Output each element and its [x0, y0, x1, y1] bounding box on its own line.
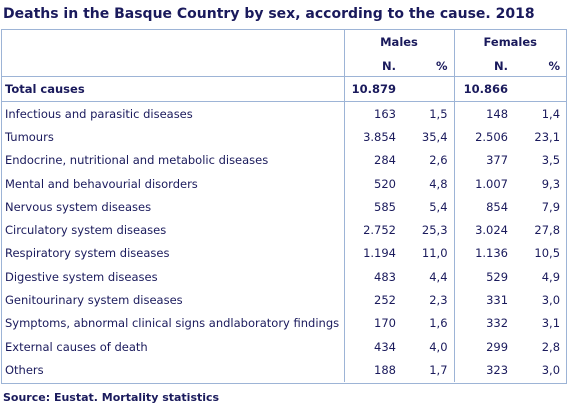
females-pct-cell: 27,8	[534, 223, 561, 238]
cause-label: Respiratory system diseases	[5, 246, 170, 261]
cause-label: Circulatory system diseases	[5, 223, 167, 238]
header-males: Males	[343, 29, 455, 55]
females-pct-cell: 4,9	[541, 269, 561, 284]
table-row: Symptoms, abnormal clinical signs andlab…	[1, 311, 566, 335]
total-row: Total causes 10.879 10.866	[1, 77, 567, 102]
females-pct-cell: 7,9	[541, 199, 561, 214]
cause-label: Infectious and parasitic diseases	[5, 106, 193, 121]
cause-label: Symptoms, abnormal clinical signs andlab…	[5, 316, 340, 331]
subheader-males-n: N.	[343, 55, 402, 77]
males-n-cell: 520	[343, 171, 402, 196]
table-row: Endocrine, nutritional and metabolic dis…	[1, 148, 566, 172]
females-n-cell: 1.136	[453, 241, 515, 266]
total-males-n: 10.879	[343, 77, 402, 102]
males-n-cell: 284	[343, 148, 402, 172]
header-blank	[1, 29, 344, 55]
males-pct-cell: 2,6	[429, 153, 448, 168]
table-row: Nervous system diseases 585 5,4 854 7,9	[1, 195, 566, 219]
total-label: Total causes	[1, 77, 344, 102]
cause-label: Digestive system diseases	[5, 269, 158, 284]
males-n-cell: 483	[343, 265, 402, 289]
females-n-cell: 299	[453, 334, 515, 359]
females-pct-cell: 3,1	[541, 316, 561, 331]
total-males-pct	[402, 77, 455, 102]
males-pct-cell: 1,6	[429, 316, 448, 331]
males-n-cell: 2.752	[343, 218, 402, 242]
table-row: Genitourinary system diseases 252 2,3 331 3,…	[1, 288, 566, 312]
table-row: Digestive system diseases 483 4,4 529 4,9	[1, 265, 566, 289]
males-pct-cell: 25,3	[421, 223, 448, 238]
table-row: Others 188 1,7 323 3,0	[1, 358, 566, 382]
males-pct-cell: 5,4	[429, 199, 448, 214]
subheader-blank	[1, 55, 344, 77]
females-pct-cell: 3,5	[541, 153, 561, 168]
cause-label: Others	[5, 362, 44, 377]
males-n-cell: 170	[343, 311, 402, 335]
males-pct-cell: 2,3	[429, 293, 448, 308]
cause-label: Genitourinary system diseases	[5, 293, 183, 308]
females-n-cell: 529	[453, 265, 515, 289]
source-note: Source: Eustat. Mortality statistics	[3, 391, 220, 404]
males-pct-cell: 4,8	[429, 176, 448, 191]
males-n-cell: 163	[343, 101, 402, 126]
males-pct-cell: 1,7	[429, 362, 448, 377]
females-pct-cell: 9,3	[541, 176, 561, 191]
table-row: Circulatory system diseases 2.752 25,3 3.02…	[1, 218, 566, 242]
total-females-pct	[514, 77, 567, 102]
table-row: Mental and behavourial disorders 520 4,8 1.…	[1, 171, 566, 196]
header-females: Females	[453, 29, 567, 55]
deaths-table: Males Females N. % N. % Total causes 10.…	[1, 29, 567, 382]
table-row: Infectious and parasitic diseases 163 1,5 1…	[1, 101, 566, 126]
females-pct-cell: 1,4	[541, 106, 561, 121]
males-n-cell: 1.194	[343, 241, 402, 266]
females-n-cell: 3.024	[453, 218, 515, 242]
table-row: Tumours 3.854 35,4 2.506 23,1	[1, 125, 566, 149]
males-n-cell: 3.854	[343, 125, 402, 149]
males-n-cell: 188	[343, 358, 402, 382]
subheader-females-n: N.	[453, 55, 515, 77]
females-pct-cell: 3,0	[541, 293, 561, 308]
cause-label: External causes of death	[5, 339, 148, 354]
females-n-cell: 1.007	[453, 171, 515, 196]
table-title: Deaths in the Basque Country by sex, acc…	[3, 6, 535, 22]
table-row: Respiratory system diseases 1.194 11,0 1.13…	[1, 241, 566, 266]
subheader-females-pct: %	[548, 59, 561, 73]
males-pct-cell: 11,0	[421, 246, 448, 261]
females-n-cell: 2.506	[453, 125, 515, 149]
females-pct-cell: 10,5	[534, 246, 561, 261]
cause-label: Mental and behavourial disorders	[5, 176, 198, 191]
females-n-cell: 331	[453, 288, 515, 312]
males-pct-cell: 4,0	[429, 339, 448, 354]
females-pct-cell: 3,0	[541, 362, 561, 377]
cause-label: Nervous system diseases	[5, 199, 152, 214]
females-n-cell: 854	[453, 195, 515, 219]
females-n-cell: 323	[453, 358, 515, 382]
total-females-n: 10.866	[453, 77, 515, 102]
cause-label: Tumours	[5, 129, 54, 144]
females-pct-cell: 2,8	[541, 339, 561, 354]
males-pct-cell: 1,5	[429, 106, 448, 121]
females-n-cell: 377	[453, 148, 515, 172]
header-divider	[1, 76, 566, 77]
males-n-cell: 434	[343, 334, 402, 359]
table-row: External causes of death 434 4,0 299 2,8	[1, 334, 566, 359]
females-n-cell: 148	[453, 101, 515, 126]
subheader-males-pct: %	[435, 59, 448, 73]
males-pct-cell: 35,4	[421, 129, 448, 144]
males-n-cell: 252	[343, 288, 402, 312]
males-pct-cell: 4,4	[429, 269, 448, 284]
males-n-cell: 585	[343, 195, 402, 219]
females-n-cell: 332	[453, 311, 515, 335]
females-pct-cell: 23,1	[534, 129, 561, 144]
cause-label: Endocrine, nutritional and metabolic dis…	[5, 153, 269, 168]
